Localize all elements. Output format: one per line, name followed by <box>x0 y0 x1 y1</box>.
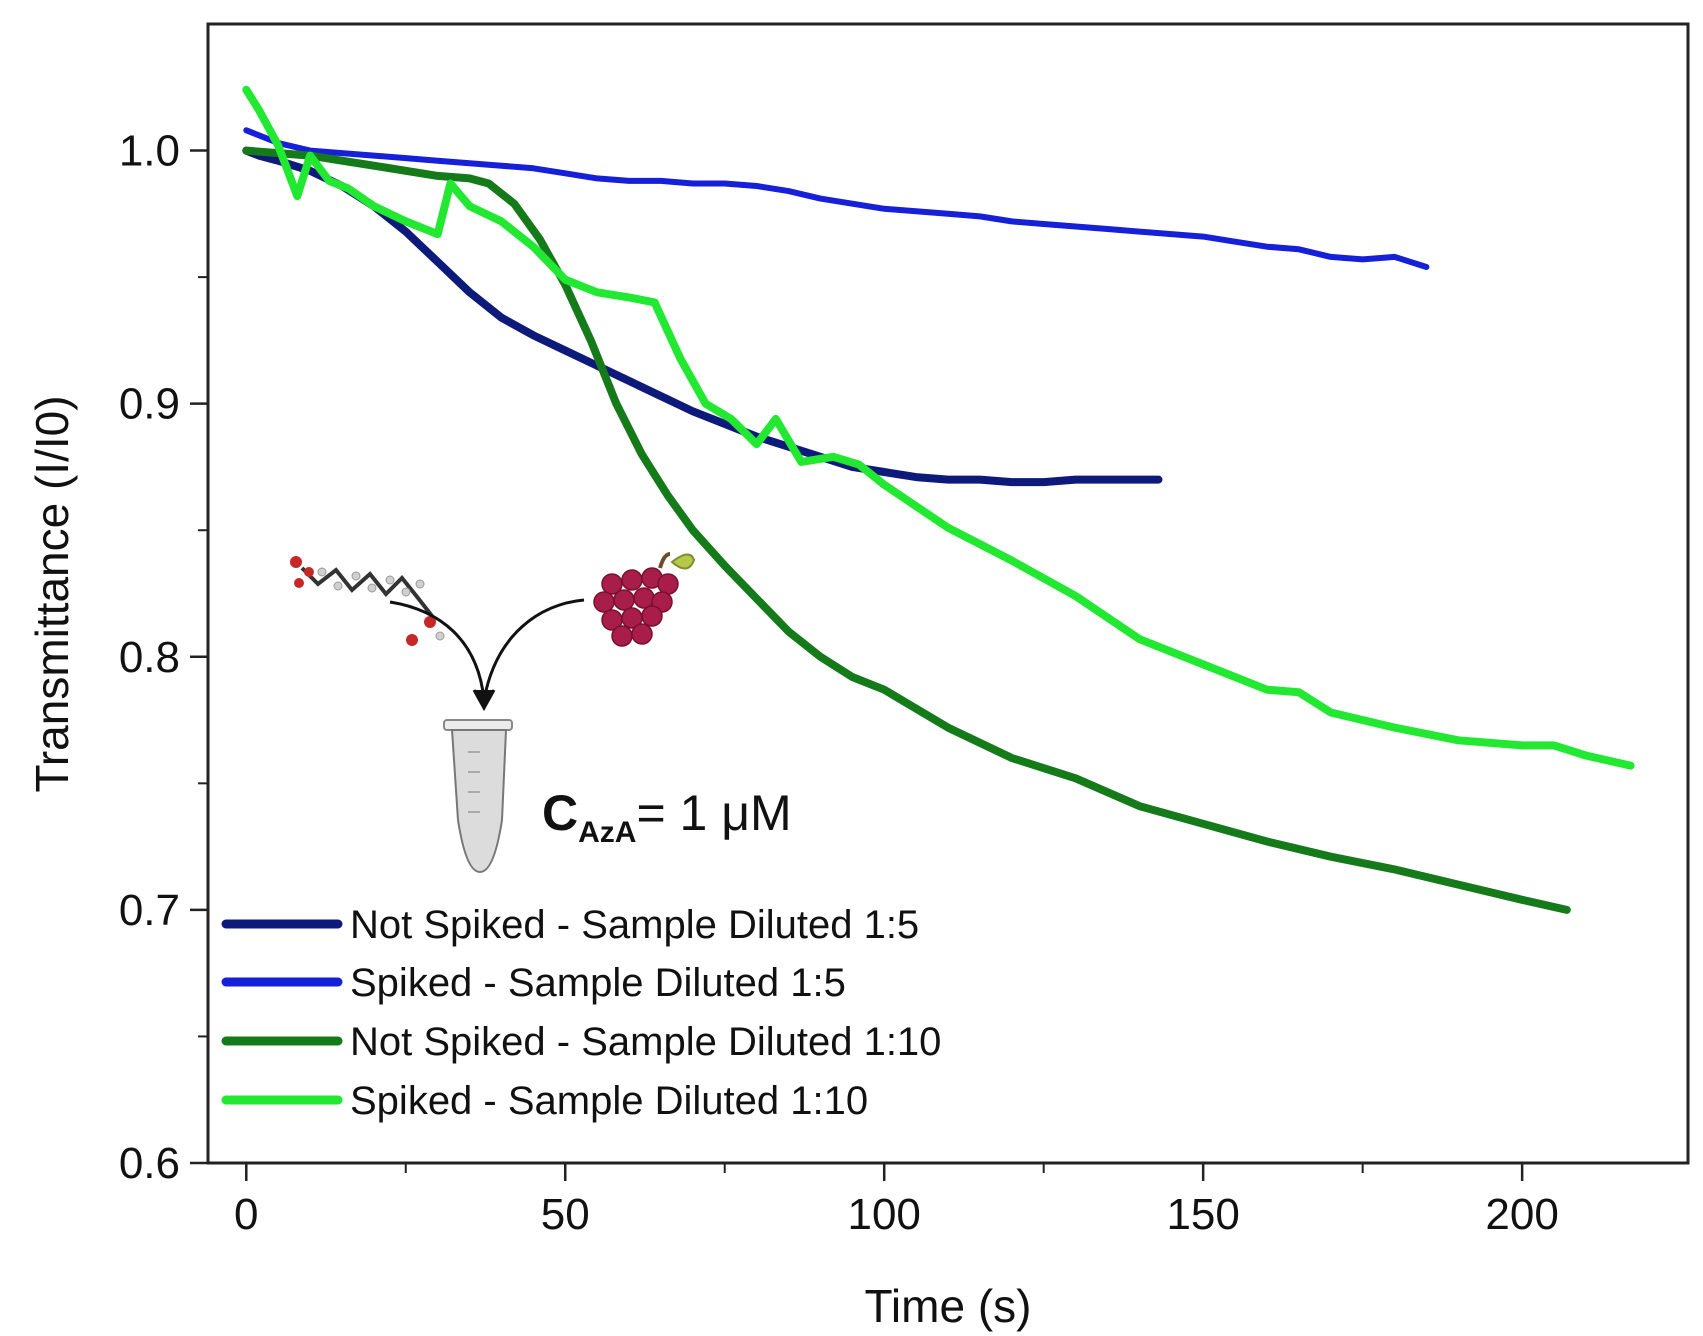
x-axis: 0 50 100 150 200 <box>234 1163 1559 1239</box>
legend-label-0: Not Spiked - Sample Diluted 1:5 <box>350 903 919 947</box>
plot-area <box>206 22 1690 1165</box>
y-tick-label: 0.9 <box>119 380 180 429</box>
series-lines <box>242 85 1635 914</box>
series-line-3 <box>242 85 1635 770</box>
molecule-illustration <box>290 556 445 646</box>
y-axis: 0.6 0.7 0.8 0.9 1.0 <box>119 127 208 1188</box>
concentration-subscript: AzA <box>578 816 636 849</box>
legend: Not Spiked - Sample Diluted 1:5 Spiked -… <box>221 903 941 1123</box>
x-tick-label: 150 <box>1166 1190 1239 1239</box>
series-line-2 <box>242 146 1571 914</box>
tube-illustration <box>443 719 513 874</box>
x-axis-label: Time (s) <box>865 1280 1032 1332</box>
x-tick-label: 200 <box>1485 1190 1558 1239</box>
x-tick-label: 100 <box>847 1190 920 1239</box>
y-tick-label: 0.7 <box>119 886 180 935</box>
legend-label-2: Not Spiked - Sample Diluted 1:10 <box>350 1020 941 1064</box>
y-tick-label: 1.0 <box>119 127 180 176</box>
y-tick-label: 0.6 <box>119 1139 180 1188</box>
y-tick-label: 0.8 <box>119 633 180 682</box>
y-axis-label: Transmittance (I/I0) <box>26 395 78 792</box>
series-line-1 <box>243 127 1430 270</box>
x-tick-label: 50 <box>541 1190 590 1239</box>
legend-label-1: Spiked - Sample Diluted 1:5 <box>350 961 846 1005</box>
concentration-symbol: C <box>542 785 578 841</box>
grape-illustration <box>593 552 696 647</box>
legend-label-3: Spiked - Sample Diluted 1:10 <box>350 1079 868 1123</box>
mixing-arrows <box>389 598 585 712</box>
x-tick-label: 0 <box>234 1190 258 1239</box>
concentration-annotation: CAzA= 1 μM <box>542 785 792 849</box>
concentration-value: = 1 μM <box>636 785 791 841</box>
series-line-0 <box>242 146 1163 487</box>
